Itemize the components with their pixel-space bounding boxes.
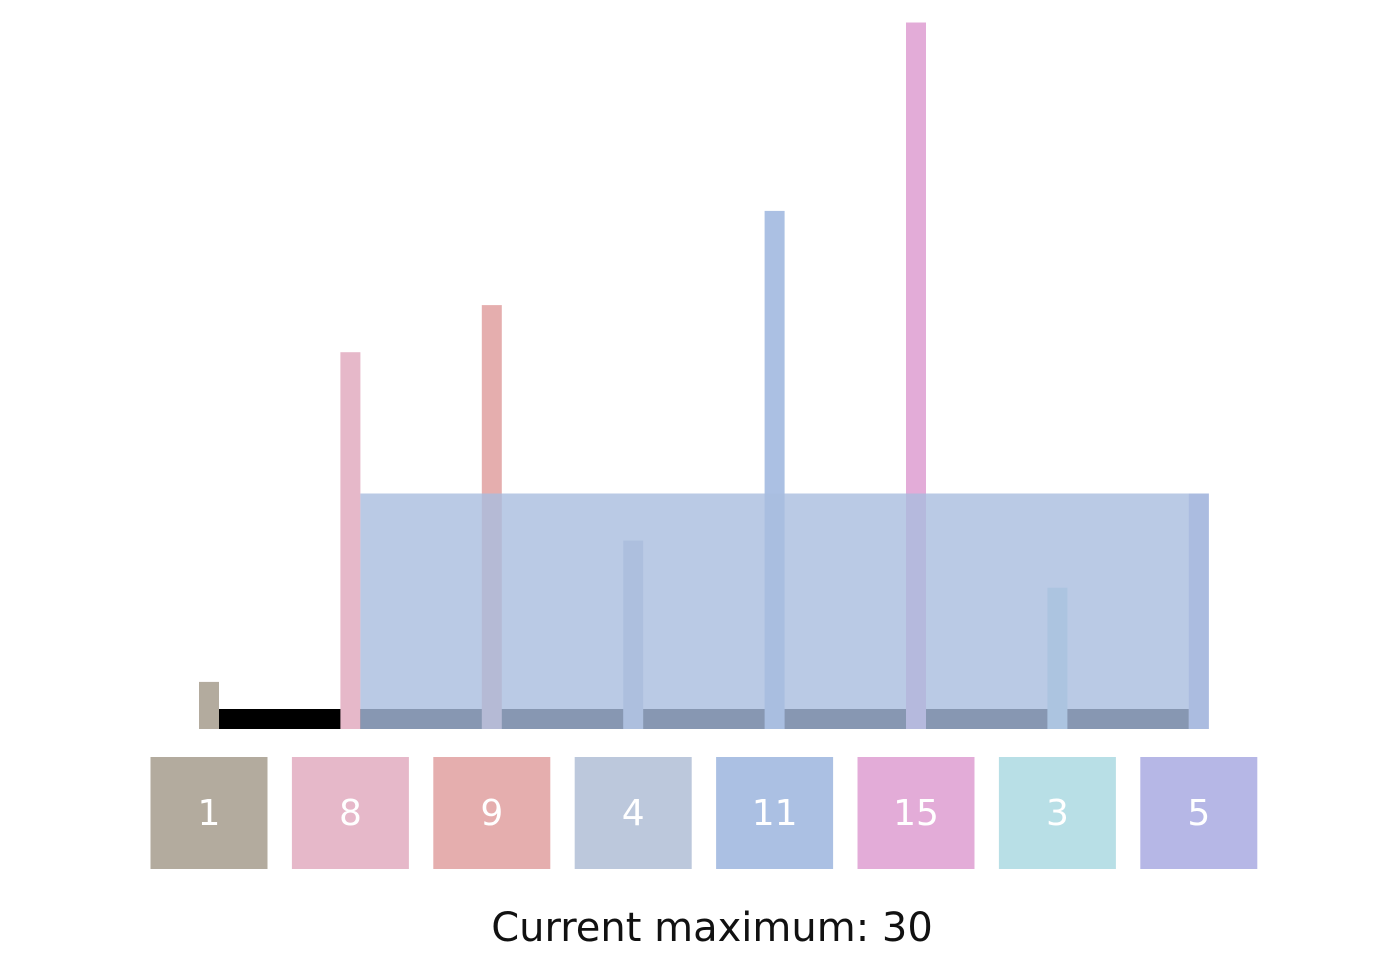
caption: Current maximum: 30 xyxy=(491,905,933,951)
value-label: 3 xyxy=(1046,793,1069,834)
value-box xyxy=(433,757,551,869)
value-label: 5 xyxy=(1187,793,1210,834)
wall xyxy=(199,681,219,729)
water xyxy=(360,493,1209,729)
value-label: 4 xyxy=(622,793,645,834)
value-label: 15 xyxy=(893,793,939,834)
value-box xyxy=(857,757,975,869)
value-label: 8 xyxy=(339,793,362,834)
value-box xyxy=(998,757,1116,869)
wall xyxy=(340,352,361,729)
value-box xyxy=(716,757,834,869)
value-label: 9 xyxy=(480,793,503,834)
value-box xyxy=(574,757,692,869)
value-box xyxy=(291,757,409,869)
value-label: 11 xyxy=(752,793,798,834)
value-box xyxy=(1140,757,1258,869)
value-box xyxy=(150,757,268,869)
value-label: 1 xyxy=(198,793,221,834)
